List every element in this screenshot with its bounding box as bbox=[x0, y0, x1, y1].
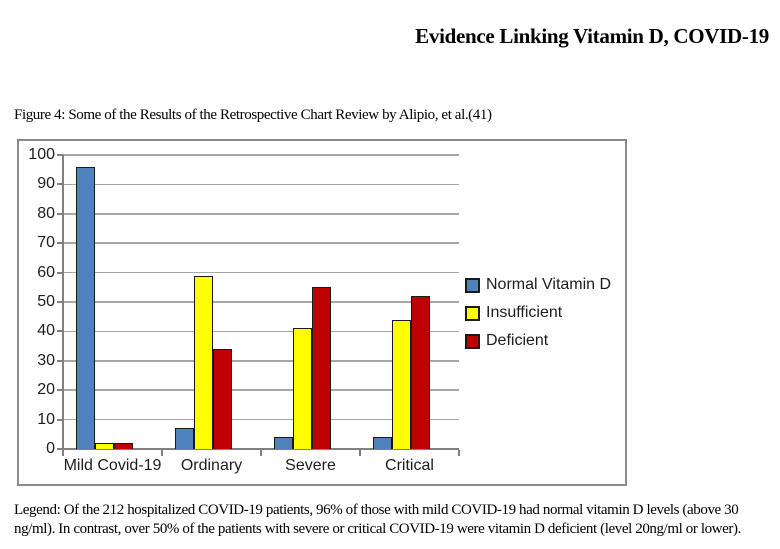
bar-deficient bbox=[411, 296, 430, 449]
y-axis-tick-label: 100 bbox=[28, 146, 55, 163]
x-category-label: Mild Covid-19 bbox=[63, 457, 162, 474]
y-gridline bbox=[63, 389, 459, 391]
y-gridline bbox=[63, 242, 459, 244]
y-gridline bbox=[63, 183, 459, 186]
bar-insufficient bbox=[194, 275, 213, 449]
x-category-label: Critical bbox=[385, 457, 434, 474]
y-gridline bbox=[63, 360, 459, 362]
y-gridline bbox=[63, 213, 459, 215]
y-axis-tick-label: 20 bbox=[37, 381, 55, 399]
bar-deficient bbox=[114, 443, 133, 449]
y-axis-tick-label: 80 bbox=[37, 204, 55, 222]
x-axis-tick bbox=[359, 450, 361, 456]
legend-note-text: Legend: Of the 212 hospitalized COVID-19… bbox=[14, 502, 741, 537]
y-axis-tick-label: 30 bbox=[37, 351, 55, 369]
y-axis-tick-label: 40 bbox=[37, 322, 55, 340]
bar-insufficient bbox=[95, 443, 114, 449]
bar-normal-vitamin-d bbox=[76, 166, 95, 449]
y-axis-tick-label: 50 bbox=[37, 293, 55, 310]
x-axis-tick bbox=[161, 450, 163, 456]
y-gridline bbox=[63, 418, 459, 421]
x-axis-tick bbox=[260, 450, 262, 456]
legend-swatch-deficient bbox=[465, 333, 480, 349]
y-axis-tick-label: 60 bbox=[37, 263, 55, 281]
bar-deficient bbox=[312, 287, 331, 449]
x-axis-tick bbox=[62, 450, 64, 456]
legend-item-label: Insufficient bbox=[486, 304, 563, 321]
legend-swatch-normal-vitamin-d bbox=[465, 277, 480, 293]
legend-item: Normal Vitamin D bbox=[465, 271, 611, 299]
bar-normal-vitamin-d bbox=[175, 428, 194, 449]
y-axis-tick-label: 70 bbox=[37, 234, 55, 252]
bar-normal-vitamin-d bbox=[274, 437, 293, 449]
bar-normal-vitamin-d bbox=[373, 437, 392, 449]
x-category-label: Ordinary bbox=[180, 457, 243, 474]
x-axis-tick bbox=[458, 450, 460, 456]
bar-insufficient bbox=[293, 328, 312, 449]
y-axis-tick bbox=[57, 183, 63, 186]
x-axis bbox=[62, 448, 459, 450]
chart-legend: Normal Vitamin D Insufficient Deficient bbox=[465, 271, 611, 355]
bar-insufficient bbox=[392, 319, 411, 449]
y-axis-tick bbox=[57, 359, 63, 362]
y-axis-tick bbox=[57, 330, 63, 333]
legend-item-label: Normal Vitamin D bbox=[486, 276, 612, 293]
y-gridline bbox=[63, 271, 459, 274]
legend-item: Insufficient bbox=[465, 299, 611, 327]
y-axis bbox=[62, 155, 64, 449]
y-gridline bbox=[63, 301, 459, 303]
y-axis-tick bbox=[57, 271, 63, 274]
y-axis-tick bbox=[57, 154, 63, 156]
figure-caption: Figure 4: Some of the Results of the Ret… bbox=[14, 107, 492, 123]
y-axis-tick-label: 10 bbox=[37, 410, 55, 428]
y-axis-tick-label: 90 bbox=[37, 175, 55, 193]
y-axis-tick bbox=[57, 418, 63, 421]
y-gridline bbox=[63, 154, 459, 156]
y-axis-tick-label: 0 bbox=[46, 440, 55, 457]
legend-swatch-insufficient bbox=[465, 305, 480, 321]
legend-item-label: Deficient bbox=[486, 332, 549, 349]
bar-chart: 0 10 20 30 40 50 60 70 80 90 100 Mild Covid-19 Ordin… bbox=[17, 139, 627, 486]
plot-area: 0 10 20 30 40 50 60 70 80 90 100 Mild Covid-19 Ordin… bbox=[28, 146, 460, 474]
bar-deficient bbox=[213, 349, 232, 449]
y-axis-tick bbox=[57, 448, 63, 450]
x-category-label: Severe bbox=[285, 457, 336, 474]
legend-item: Deficient bbox=[465, 327, 611, 355]
y-axis-tick bbox=[57, 212, 63, 215]
y-axis-tick bbox=[57, 242, 63, 245]
y-gridline bbox=[63, 330, 459, 333]
y-axis-tick bbox=[57, 389, 63, 392]
document-title: Evidence Linking Vitamin D, COVID-19 bbox=[415, 24, 769, 48]
y-axis-tick bbox=[57, 301, 63, 303]
